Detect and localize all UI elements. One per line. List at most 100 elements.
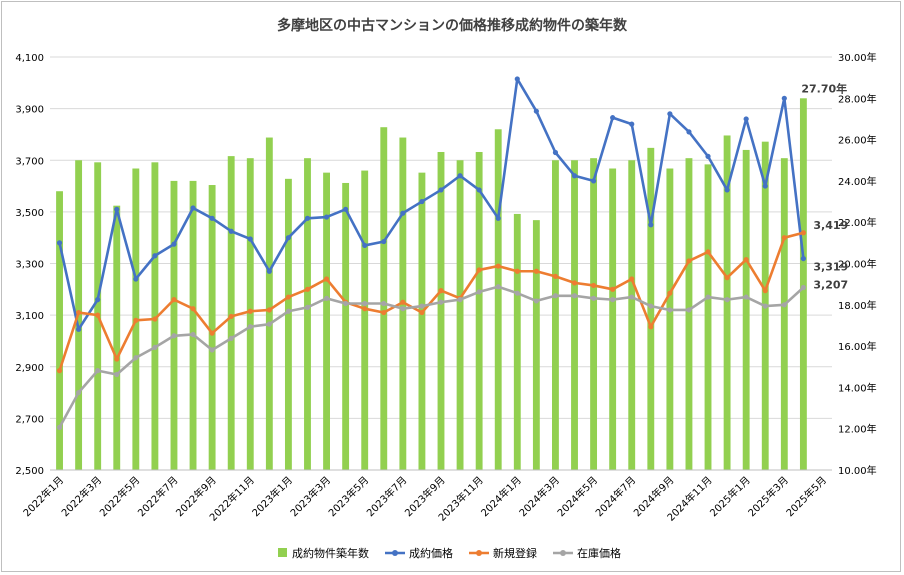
- bar: [704, 164, 712, 470]
- data-point: [781, 302, 787, 308]
- data-point: [247, 308, 253, 314]
- series-line: [58, 231, 804, 372]
- bar: [208, 185, 216, 470]
- data-point: [743, 257, 749, 263]
- x-tick-label: 2024年1月: [478, 473, 524, 519]
- y-left-tick-label: 4,100: [15, 53, 44, 64]
- data-point: [533, 298, 539, 304]
- data-point: [629, 276, 635, 282]
- y-right-tick-label: 24.00年: [838, 175, 877, 188]
- data-point: [438, 299, 444, 305]
- data-point: [114, 371, 120, 378]
- y-right-tick-label: 10.00年: [838, 464, 877, 477]
- data-point: [705, 249, 711, 255]
- data-point: [667, 290, 673, 296]
- data-point: [533, 268, 539, 274]
- data-point: [381, 300, 387, 307]
- x-tick-label: 2023年5月: [326, 473, 372, 519]
- bar: [494, 129, 502, 470]
- data-point: [171, 241, 177, 247]
- data-point: [476, 289, 482, 295]
- bar: [666, 168, 674, 470]
- data-point: [304, 304, 311, 310]
- data-point: [56, 240, 63, 246]
- bar: [513, 213, 521, 470]
- data-point: [362, 242, 368, 249]
- data-point: [133, 317, 139, 323]
- x-tick-label: 2022年1月: [20, 473, 66, 519]
- data-point: [362, 306, 368, 312]
- series-line: [58, 285, 805, 429]
- data-point: [400, 306, 406, 312]
- bar: [151, 162, 159, 470]
- data-point: [705, 294, 711, 300]
- legend-label: 成約物件築年数: [292, 546, 369, 560]
- data-point: [552, 293, 559, 299]
- x-tick-label: 2023年7月: [364, 473, 410, 519]
- x-tick-label: 2025年1月: [707, 473, 753, 519]
- data-point: [190, 205, 196, 211]
- data-point: [667, 111, 673, 117]
- data-point: [152, 253, 158, 259]
- data-point: [190, 306, 196, 312]
- data-point: [190, 331, 196, 338]
- data-point: [247, 236, 253, 242]
- legend-marker: [392, 550, 398, 556]
- data-point: [400, 299, 406, 305]
- data-point: [495, 215, 501, 221]
- data-point: [724, 275, 730, 281]
- data-point: [419, 198, 425, 205]
- data-point: [76, 326, 82, 332]
- data-point: [171, 333, 177, 339]
- data-point: [552, 149, 559, 156]
- bar: [552, 160, 559, 470]
- x-tick-label: 2024年3月: [516, 473, 562, 519]
- data-point: [648, 324, 654, 330]
- data-point: [209, 215, 215, 221]
- data-point: [209, 347, 215, 353]
- data-point: [152, 316, 158, 322]
- bar: [265, 137, 273, 470]
- data-point: [705, 153, 711, 159]
- y-right-tick-label: 14.00年: [838, 381, 877, 394]
- y-right-tick-label: 30.00年: [838, 51, 877, 64]
- bar: [628, 160, 636, 470]
- y-left-tick-label: 3,700: [15, 156, 44, 167]
- bar: [323, 172, 330, 470]
- data-point: [800, 230, 806, 236]
- data-point: [781, 95, 787, 101]
- bar: [418, 172, 426, 470]
- data-point: [323, 214, 330, 220]
- legend-marker: [476, 550, 482, 556]
- data-point: [133, 355, 139, 361]
- bar: [685, 158, 693, 470]
- data-point: [629, 294, 635, 300]
- y-left-tick-label: 3,300: [15, 260, 44, 271]
- data-point: [724, 187, 730, 193]
- series-line: [58, 77, 805, 331]
- data-point: [381, 309, 387, 316]
- data-point: [552, 273, 559, 280]
- y-left-tick-label: 3,900: [15, 105, 44, 116]
- data-point: [304, 286, 311, 292]
- bar: [647, 147, 655, 471]
- data-point: [457, 297, 463, 303]
- data-point: [533, 108, 539, 114]
- data-point: [285, 294, 292, 300]
- data-point: [76, 309, 82, 316]
- data-point: [514, 268, 520, 274]
- x-tick-label: 2023年3月: [287, 473, 333, 519]
- y-left-tick-label: 2,500: [15, 466, 44, 477]
- legend-label: 成約価格: [409, 546, 453, 560]
- bar: [380, 127, 388, 471]
- bar: [189, 180, 197, 470]
- x-tick-label: 2023年1月: [249, 473, 295, 519]
- data-point: [495, 284, 501, 290]
- y-right-tick-label: 20.00年: [838, 258, 877, 271]
- data-point: [476, 187, 482, 193]
- data-point: [266, 268, 272, 274]
- data-point: [724, 297, 730, 303]
- data-point: [56, 368, 63, 374]
